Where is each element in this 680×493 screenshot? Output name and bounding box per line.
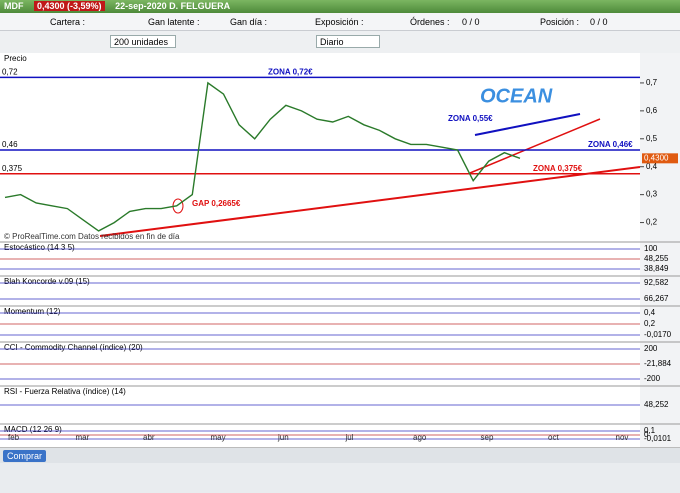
field: Posición : bbox=[540, 17, 580, 27]
buy-button[interactable]: Comprar bbox=[3, 450, 47, 462]
quantity-select[interactable]: 200 unidades bbox=[110, 35, 176, 48]
y-tick-label: 0,5 bbox=[646, 134, 658, 143]
indicator-label: 0 bbox=[644, 430, 649, 439]
trend-line bbox=[469, 118, 601, 174]
field: Órdenes : bbox=[410, 17, 450, 27]
month-label: abr bbox=[143, 433, 155, 442]
account-bar: Cartera : Gan latente : Gan día : Exposi… bbox=[0, 13, 680, 31]
indicator-label: -0,0101 bbox=[644, 434, 672, 443]
indicator-label: 0,1 bbox=[644, 426, 656, 435]
indicator-label: 92,582 bbox=[644, 278, 669, 287]
month-label: feb bbox=[8, 433, 20, 442]
y-tick-label: 0,3 bbox=[646, 190, 658, 199]
panel-label: Momentum (12) bbox=[4, 307, 61, 316]
trend-line bbox=[474, 113, 581, 136]
chart-area: Precio OCEAN ZONA 0,55€ GAP 0,2665€ © Pr… bbox=[0, 53, 680, 447]
quote: 0,4300 (-3,59%) bbox=[34, 1, 105, 11]
copyright: © ProRealTime.com Datos recibidos en fin… bbox=[4, 232, 180, 241]
title-bar: MDF 0,4300 (-3,59%) 22-sep-2020 D. FELGU… bbox=[0, 0, 680, 13]
trend-line bbox=[99, 166, 641, 237]
indicator-label: -0,0170 bbox=[644, 330, 672, 339]
month-label: jun bbox=[277, 433, 289, 442]
price-line bbox=[4, 81, 521, 232]
indicator-label: 200 bbox=[644, 344, 658, 353]
month-label: jul bbox=[345, 433, 354, 442]
footer: Comprar bbox=[0, 447, 680, 463]
zone-label: ZONA 0,72€ bbox=[268, 67, 313, 76]
indicator-label: -21,884 bbox=[644, 359, 672, 368]
gap-label: GAP 0,2665€ bbox=[192, 199, 241, 208]
month-label: nov bbox=[616, 433, 629, 442]
month-label: may bbox=[211, 433, 226, 442]
y-tick-label: 0,6 bbox=[646, 106, 658, 115]
indicator-label: 48,252 bbox=[644, 400, 669, 409]
indicator-label: 100 bbox=[644, 244, 658, 253]
axis-bg bbox=[640, 53, 680, 447]
field: Gan latente : bbox=[148, 17, 200, 27]
toolbar: 200 unidades Diario bbox=[0, 31, 680, 53]
position[interactable]: 0 / 0 bbox=[590, 17, 608, 27]
month-label: sep bbox=[481, 433, 494, 442]
last-price-box bbox=[642, 153, 678, 164]
panel-label: Blah Koncorde v.09 (15) bbox=[4, 277, 90, 286]
month-label: ago bbox=[413, 433, 427, 442]
field: Gan día : bbox=[230, 17, 268, 27]
indicator-label: 38,849 bbox=[644, 264, 669, 273]
month-label: oct bbox=[548, 433, 559, 442]
zone-label: ZONA 0,46€ bbox=[588, 140, 633, 149]
panel-label: Estocástico (14 3 5) bbox=[4, 243, 75, 252]
month-label: mar bbox=[76, 433, 90, 442]
y-tick-label: 0,7 bbox=[646, 78, 658, 87]
level-label: 0,72 bbox=[2, 67, 18, 76]
panel-label: CCI - Commodity Channel (índice) (20) bbox=[4, 343, 143, 352]
level-label: 0,375 bbox=[2, 164, 23, 173]
zone-label: ZONA 0,375€ bbox=[533, 164, 583, 173]
field: Exposición : bbox=[315, 17, 364, 27]
indicator-label: 66,267 bbox=[644, 294, 669, 303]
field: Cartera : bbox=[50, 17, 86, 27]
period-select[interactable]: Diario bbox=[316, 35, 380, 48]
y-tick-label: 0,4 bbox=[646, 162, 658, 171]
zone-label: ZONA 0,55€ bbox=[448, 114, 493, 123]
y-tick-label: 0,2 bbox=[646, 218, 658, 227]
date-name: 22-sep-2020 D. FELGUERA bbox=[115, 1, 231, 11]
last-price: 0,4300 bbox=[644, 153, 669, 162]
plot-bg bbox=[0, 53, 640, 447]
panel-label: Precio bbox=[4, 54, 27, 63]
brand: OCEAN bbox=[480, 85, 553, 107]
indicator-label: 0,4 bbox=[644, 308, 656, 317]
level-label: 0,46 bbox=[2, 140, 18, 149]
orders[interactable]: 0 / 0 bbox=[462, 17, 480, 27]
indicator-label: -200 bbox=[644, 374, 661, 383]
panel-label: MACD (12 26 9) bbox=[4, 425, 62, 434]
panel-label: RSI - Fuerza Relativa (índice) (14) bbox=[4, 387, 126, 396]
symbol: MDF bbox=[4, 1, 24, 11]
indicator-label: 0,2 bbox=[644, 319, 656, 328]
indicator-label: 48,255 bbox=[644, 254, 669, 263]
